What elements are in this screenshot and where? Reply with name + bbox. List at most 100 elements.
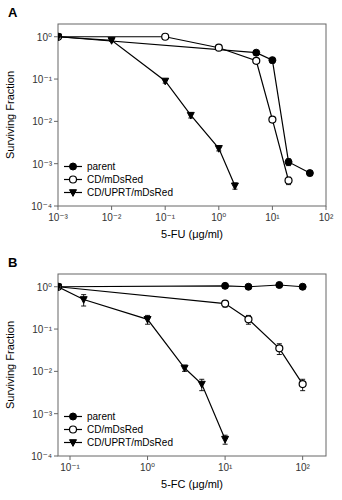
y-tick [54, 79, 58, 80]
error-bar-cap [300, 390, 305, 391]
series-line [58, 37, 310, 173]
legend-label: parent [87, 411, 116, 422]
data-point [306, 170, 313, 177]
x-tick [272, 206, 273, 210]
data-point [245, 283, 252, 290]
error-bar-cap [199, 379, 204, 380]
series-line [58, 287, 225, 439]
data-point [285, 177, 292, 184]
data-point [58, 34, 62, 41]
legend-label: CD/UPRT/mDsRed [87, 437, 173, 448]
data-point [181, 365, 188, 372]
data-point [299, 283, 306, 290]
x-tick [165, 206, 166, 210]
y-tick-label: 10⁰ [37, 282, 52, 293]
x-tick [147, 456, 148, 460]
data-point [222, 282, 229, 289]
error-bar [232, 183, 237, 189]
legend-label: parent [87, 161, 116, 172]
series-line [58, 285, 303, 287]
x-axis-label: 5-FU (μg/ml) [161, 228, 223, 240]
data-area [58, 33, 313, 189]
data-point [215, 146, 222, 153]
data-point [80, 297, 87, 304]
error-bar [286, 159, 291, 166]
legend-marker [70, 426, 77, 433]
data-point [58, 283, 62, 290]
plot-frame [58, 274, 326, 456]
series-line [58, 37, 289, 181]
legend-label: CD/UPRT/mDsRed [87, 187, 173, 198]
error-bar-cap [199, 390, 204, 391]
error-bar [81, 295, 86, 306]
data-point [108, 38, 115, 45]
y-tick [54, 413, 58, 414]
x-tick [218, 206, 219, 210]
legend-marker [70, 190, 77, 197]
error-bar [286, 177, 291, 184]
x-tick-label: 10⁰ [140, 462, 155, 473]
x-tick-label: 10⁰ [211, 212, 226, 223]
y-tick-label: 10⁻⁴ [31, 451, 52, 462]
x-tick-label: 10⁻¹ [60, 462, 80, 473]
figure: 10⁻³10⁻²10⁻¹10⁰10¹10²10⁻⁴10⁻³10⁻²10⁻¹10⁰… [0, 0, 342, 500]
x-axis-label: 5-FC (μg/ml) [161, 478, 223, 490]
y-tick-label: 10⁻³ [32, 159, 52, 170]
error-bar [246, 315, 251, 324]
data-point [269, 57, 276, 64]
data-point [253, 49, 260, 56]
data-point [276, 345, 283, 352]
x-tick-label: 10⁻¹ [155, 212, 175, 223]
y-tick-label: 10⁻³ [32, 409, 52, 420]
error-bar-cap [145, 315, 150, 316]
x-tick-label: 10⁻² [102, 212, 122, 223]
data-point [245, 316, 252, 323]
y-tick-label: 10⁰ [37, 32, 52, 43]
plot-frame [58, 24, 326, 206]
y-tick [54, 163, 58, 164]
y-axis-label: Surviving Fraction [4, 321, 16, 409]
data-point [299, 381, 306, 388]
legend-marker [70, 440, 77, 447]
x-tick [111, 206, 112, 210]
data-point [231, 183, 238, 190]
legend-label: CD/mDsRed [87, 424, 143, 435]
error-bar-cap [300, 379, 305, 380]
x-tick [58, 206, 59, 210]
data-point [58, 284, 62, 291]
data-point [162, 78, 169, 85]
y-tick-label: 10⁻² [32, 366, 52, 377]
y-tick [54, 36, 58, 37]
y-tick [54, 206, 58, 207]
error-bar [223, 435, 228, 444]
y-tick [54, 329, 58, 330]
y-tick [54, 121, 58, 122]
error-bar-cap [81, 294, 86, 295]
error-bar [182, 365, 187, 371]
legend-marker [70, 176, 77, 183]
error-bar-cap [81, 306, 86, 307]
data-point [285, 158, 292, 165]
x-tick [70, 456, 71, 460]
data-point [222, 436, 229, 443]
data-point [198, 381, 205, 388]
y-tick-label: 10⁻⁴ [31, 201, 52, 212]
data-area [58, 281, 306, 444]
legend-label: CD/mDsRed [87, 174, 143, 185]
y-tick-label: 10⁻¹ [32, 324, 52, 335]
data-point [162, 33, 169, 40]
panel-title: B [8, 255, 17, 270]
data-point [215, 44, 222, 51]
error-bar-cap [246, 324, 251, 325]
series-line [58, 37, 235, 186]
x-tick-label: 10¹ [265, 212, 280, 223]
error-bar [223, 301, 228, 307]
error-bar-cap [277, 354, 282, 355]
error-bar [300, 379, 305, 390]
series-line [58, 287, 303, 384]
panel: 10⁻¹10⁰10¹10²10⁻⁴10⁻³10⁻²10⁻¹10⁰B5-FC (μ… [4, 255, 326, 490]
x-tick [326, 206, 327, 210]
legend-marker [70, 163, 77, 170]
y-tick-label: 10⁻² [32, 116, 52, 127]
error-bar [145, 315, 150, 324]
